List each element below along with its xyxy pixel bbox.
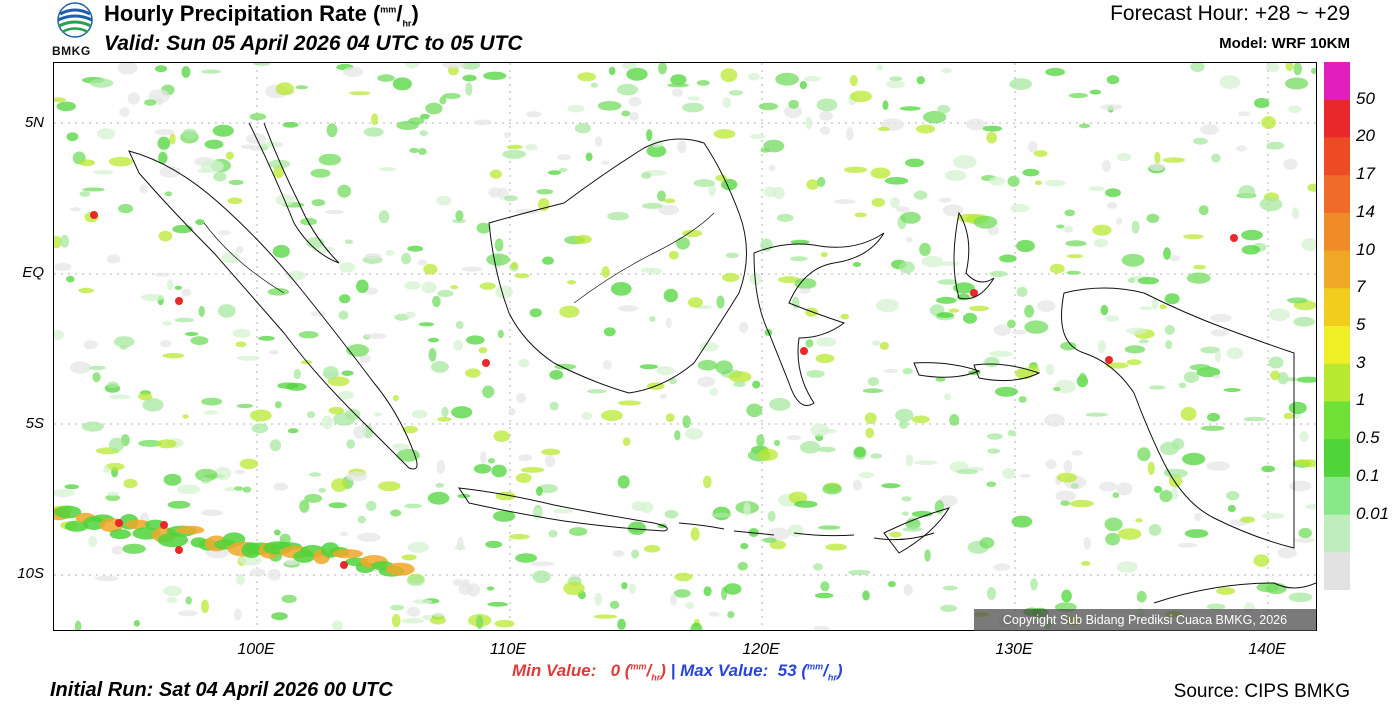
lon-label-100e: 100E [237, 641, 275, 658]
initial-run: Initial Run: Sat 04 April 2026 00 UTC [50, 679, 393, 701]
colorbar-swatch [1324, 99, 1350, 138]
colorbar-label: 20 [1356, 126, 1375, 146]
colorbar-label: 14 [1356, 201, 1375, 221]
colorbar-swatch [1324, 326, 1350, 365]
bmkg-logo [57, 2, 93, 38]
borders [203, 212, 1295, 548]
lon-label-110e: 110E [489, 641, 527, 658]
colorbar-swatch [1324, 401, 1350, 440]
lon-label-120e: 120E [742, 641, 780, 658]
lon-label-140e: 140E [1248, 641, 1286, 658]
copyright-notice: Copyright Sub Bidang Prediksi Cuaca BMKG… [974, 609, 1316, 631]
forecast-hour: Forecast Hour: +28 ~ +29 [1110, 2, 1350, 25]
colorbar-label: 17 [1356, 164, 1375, 184]
colorbar-swatch [1324, 476, 1350, 516]
colorbar-swatch [1324, 137, 1350, 176]
coastlines [128, 122, 1316, 604]
lat-label-5s: 5S [25, 415, 44, 432]
colorbar-label: 7 [1356, 277, 1366, 297]
lat-label-eq: EQ [22, 264, 44, 281]
colorbar-swatch [1324, 250, 1350, 289]
map-canvas [54, 63, 1316, 630]
max-value-label: Max Value: [680, 661, 769, 680]
colorbar-swatch [1324, 363, 1350, 402]
colorbar-label: 0.1 [1356, 465, 1380, 485]
max-value: 53 [777, 661, 797, 680]
lon-label-130e: 130E [995, 641, 1033, 658]
precipitation-map [53, 62, 1317, 631]
source-label: Source: CIPS BMKG [1173, 681, 1350, 702]
colorbar-swatch [1324, 288, 1350, 327]
colorbar [1324, 62, 1350, 590]
lat-label-5n: 5N [24, 114, 44, 131]
min-value: 0 [610, 661, 621, 680]
colorbar-label: 0.01 [1356, 503, 1390, 523]
logo-text: BMKG [52, 44, 91, 58]
min-max-values: Min Value: 0 (mm/hr) | Max Value: 53 (mm… [512, 661, 843, 683]
colorbar-label: 50 [1356, 88, 1375, 108]
colorbar-swatch [1324, 212, 1350, 252]
model-label: Model: WRF 10KM [1219, 35, 1350, 52]
chart-title: Hourly Precipitation Rate (mm/hr) [104, 1, 419, 29]
colorbar-label: 0.5 [1356, 428, 1380, 448]
value-separator: | [670, 661, 676, 680]
colorbar-label: 3 [1356, 352, 1366, 372]
colorbar-swatch [1324, 175, 1350, 214]
colorbar-label: 5 [1356, 315, 1366, 334]
colorbar-swatch [1324, 514, 1350, 553]
colorbar-swatch [1324, 552, 1350, 590]
min-value-label: Min Value: [512, 661, 597, 680]
colorbar-label: 10 [1356, 239, 1375, 259]
colorbar-label: 1 [1356, 390, 1366, 410]
colorbar-swatch [1324, 62, 1350, 101]
precipitation-field [54, 63, 1316, 630]
colorbar-swatch [1324, 439, 1350, 478]
valid-time: Valid: Sun 05 April 2026 04 UTC to 05 UT… [104, 32, 523, 55]
lat-label-10s: 10S [17, 565, 44, 582]
